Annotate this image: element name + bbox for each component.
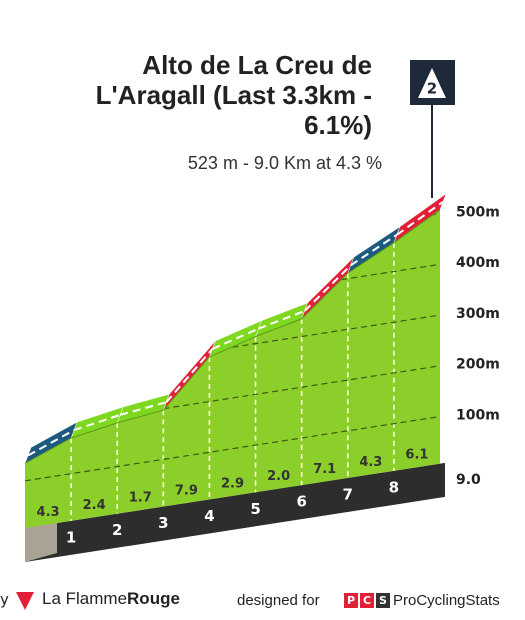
profile-body: [25, 209, 440, 528]
grid-line: [25, 414, 440, 482]
y-tick-label: 500m: [456, 204, 500, 220]
pcs-letter: C: [363, 594, 371, 607]
flamme-icon: [16, 592, 34, 610]
y-tick-label: 200m: [456, 357, 500, 373]
pcs-letter: S: [379, 594, 387, 607]
y-tick-label: 400m: [456, 255, 500, 271]
x-tick-label: 8: [389, 478, 399, 496]
brand-bold: Rouge: [127, 589, 180, 608]
segment-centerline: [27, 429, 75, 457]
pcs-box: [360, 593, 374, 608]
footer-by: y: [0, 591, 9, 609]
x-tick-label: 6: [296, 493, 306, 511]
x-tick-label: 3: [158, 514, 168, 532]
gradient-label: 2.4: [83, 498, 106, 513]
chart-subtitle: 523 m - 9.0 Km at 4.3 %: [187, 153, 382, 173]
gradient-label: 4.3: [37, 505, 60, 520]
badge-icon: [418, 68, 446, 98]
x-tick-label: 7: [343, 485, 353, 503]
segment-centerline: [73, 413, 121, 432]
segment-centerline: [350, 233, 398, 267]
gradient-label: 4.3: [359, 455, 382, 470]
x-tick-label: 9.0: [456, 472, 481, 488]
pcs-letter: P: [347, 594, 355, 607]
badge-number: 2: [427, 80, 437, 98]
designed-for: designed for: [237, 592, 320, 609]
y-tick-label: 300m: [456, 306, 500, 322]
chart-title: Alto de La Creu de L'Aragall (Last 3.3km…: [95, 50, 372, 140]
gradient-label: 1.7: [129, 491, 152, 506]
segment-centerline: [119, 401, 167, 416]
segment-centerline: [258, 309, 306, 330]
x-tick-label: 2: [112, 521, 122, 539]
x-tick-label: 1: [66, 528, 76, 546]
pcs-name: ProCyclingStats: [393, 592, 500, 609]
gradient-label: 6.1: [405, 448, 428, 463]
x-tick-label: 5: [250, 500, 260, 518]
segment-centerline: [396, 201, 444, 236]
footer-brand: La FlammeRouge: [42, 589, 180, 608]
segment-centerline: [212, 327, 259, 350]
gradient-label: 2.0: [267, 469, 290, 484]
gradient-label: 7.1: [313, 462, 336, 477]
x-tick-label: 4: [204, 507, 214, 525]
segment-centerline: [303, 264, 352, 312]
brand-regular: La Flamme: [42, 589, 127, 608]
gradient-label: 2.9: [221, 476, 244, 491]
segment-centerline: [165, 348, 214, 403]
pcs-box: [344, 593, 358, 608]
ground-band: [25, 462, 445, 562]
gradient-label: 7.9: [175, 483, 198, 498]
profile-line: [24, 209, 441, 464]
y-tick-label: 100m: [456, 407, 500, 423]
pcs-box: [376, 593, 390, 608]
